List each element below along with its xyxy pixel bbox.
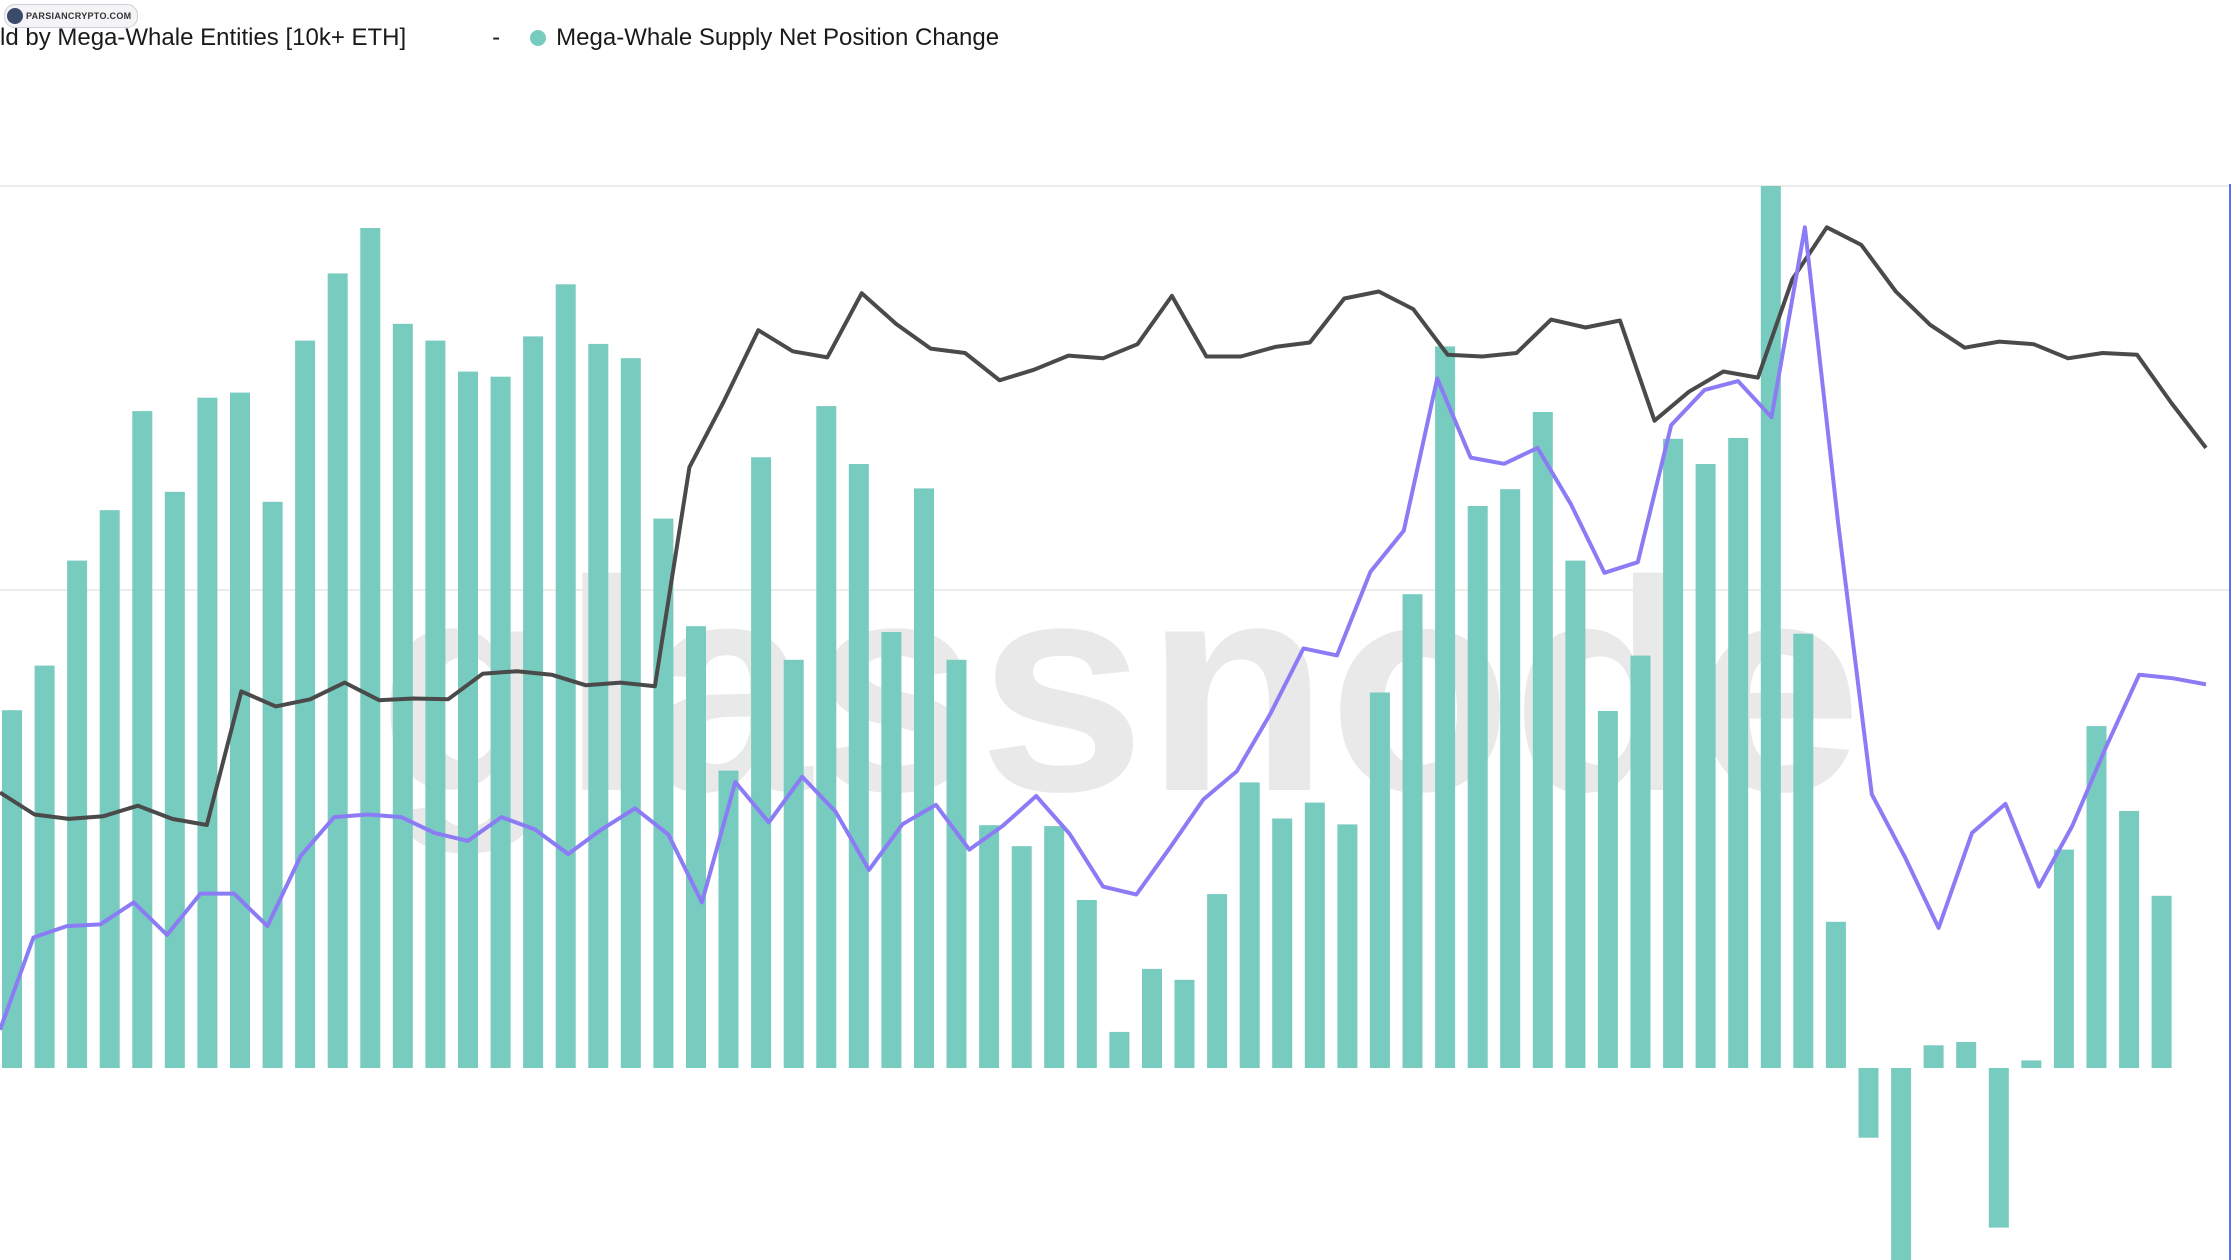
black-series-line	[0, 225, 2208, 827]
bar	[132, 411, 153, 1069]
badge-logo-icon	[7, 8, 23, 24]
bar	[1011, 846, 1032, 1068]
bar	[1239, 782, 1260, 1068]
badge-text: PARSIANCRYPTO.COM	[26, 11, 132, 21]
bar	[1695, 464, 1716, 1068]
bar	[1142, 968, 1162, 1068]
bar	[1565, 560, 1586, 1068]
bar	[588, 343, 609, 1068]
bar	[1956, 1042, 1977, 1068]
bar	[1793, 633, 1814, 1068]
bar	[490, 376, 511, 1068]
bar	[1174, 979, 1195, 1068]
bar	[686, 626, 706, 1068]
bar	[1923, 1045, 1944, 1068]
legend-series-a-label: ld by Mega-Whale Entities [10k+ ETH]	[0, 24, 407, 51]
bar	[392, 323, 413, 1068]
bar	[230, 392, 250, 1069]
bar	[1109, 1031, 1130, 1068]
bar	[979, 825, 1000, 1068]
bar	[2151, 895, 2172, 1068]
bar	[67, 560, 88, 1068]
bar	[914, 488, 934, 1068]
legend-series-b-label: Mega-Whale Supply Net Position Change	[556, 24, 1000, 51]
bar	[1532, 412, 1553, 1068]
bar	[1825, 921, 1846, 1068]
bar	[751, 457, 772, 1068]
bar	[1891, 1068, 1912, 1260]
bar	[1207, 894, 1228, 1068]
bar	[1630, 655, 1651, 1068]
bar	[1858, 1068, 1879, 1138]
bar	[458, 371, 478, 1069]
bar	[2053, 849, 2074, 1068]
bar	[653, 518, 674, 1068]
bar	[1304, 802, 1325, 1068]
bar	[34, 665, 55, 1068]
bar	[1597, 711, 1618, 1068]
bar	[1467, 506, 1488, 1068]
bar	[1044, 826, 1065, 1068]
bar	[2119, 811, 2140, 1068]
bar	[295, 340, 316, 1069]
bar	[620, 358, 641, 1068]
bar	[1435, 346, 1456, 1068]
bar	[1760, 186, 1781, 1068]
bar	[1369, 692, 1390, 1068]
bar	[327, 273, 348, 1068]
bar	[783, 659, 804, 1068]
bar	[816, 406, 837, 1069]
bar	[1076, 900, 1097, 1068]
bar	[1728, 438, 1749, 1068]
legend-series-a-swatch: -	[492, 24, 501, 51]
legend-series-b-dot-icon	[530, 30, 547, 46]
bar	[946, 659, 967, 1068]
watermark-badge: PARSIANCRYPTO.COM	[4, 4, 139, 28]
bar	[523, 336, 544, 1068]
bar	[1402, 594, 1423, 1068]
bar	[2086, 726, 2107, 1068]
bar	[1988, 1068, 2009, 1228]
purple-series-line	[0, 225, 2207, 1031]
bar	[197, 397, 218, 1068]
legend: ld by Mega-Whale Entities [10k+ ETH] - M…	[0, 18, 999, 58]
bar	[262, 501, 283, 1068]
bar	[164, 491, 185, 1068]
bar	[848, 464, 869, 1068]
bar	[1272, 818, 1293, 1068]
bar	[1663, 438, 1684, 1068]
bar	[2021, 1060, 2042, 1068]
bar	[881, 632, 902, 1068]
bar	[555, 284, 576, 1068]
bar	[360, 228, 381, 1068]
bar	[99, 510, 120, 1068]
bar	[1337, 824, 1358, 1068]
bar	[718, 770, 739, 1068]
bar	[1500, 489, 1521, 1068]
line-series	[0, 225, 2208, 1031]
bar	[425, 340, 446, 1069]
